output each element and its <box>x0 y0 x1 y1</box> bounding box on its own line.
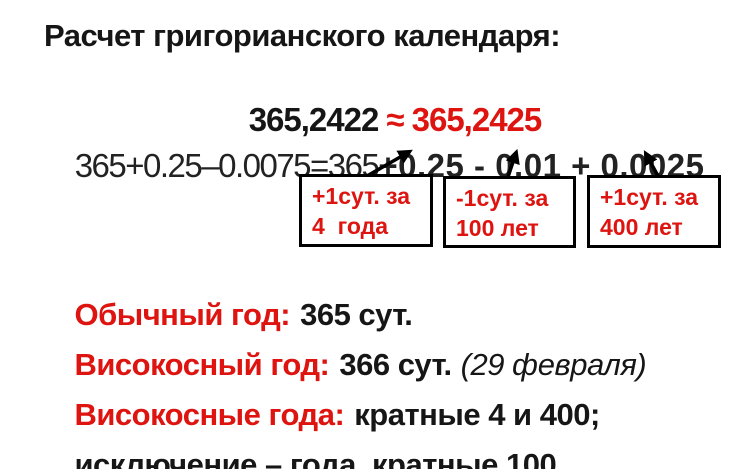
fact-leap-year: Високосный год: 366 сут. (29 февраля) <box>42 311 646 419</box>
fact-label: Високосный год: <box>74 347 330 382</box>
fact-leap-years-rule: Високосные года: кратные 4 и 400; <box>42 361 600 469</box>
callout-line: 400 лет <box>600 214 683 240</box>
fact-label: Обычный год: <box>74 297 291 332</box>
callout-line: +1сут. за <box>312 183 411 209</box>
callout-line: +1сут. за <box>600 184 699 210</box>
fact-value: 365 сут. <box>300 297 413 332</box>
callout-box-minus1-per-100-years: -1сут. за 100 лет <box>443 176 576 248</box>
fact-label: Високосные года: <box>74 397 345 432</box>
callout-line: -1сут. за <box>456 185 549 211</box>
fact-value: исключение – года, кратные 100. <box>74 447 565 469</box>
callout-box-plus1-per-4-years: +1сут. за 4 года <box>299 174 433 247</box>
fact-value: 366 сут. <box>339 347 452 382</box>
callout-line: 4 года <box>312 213 388 239</box>
callout-box-plus1-per-400-years: +1сут. за 400 лет <box>587 175 721 248</box>
callout-line: 100 лет <box>456 215 539 241</box>
approx-line: 365,2422 ≈ 365,2425 <box>216 63 543 177</box>
fact-value: кратные 4 и 400; <box>354 397 600 432</box>
fact-note: (29 февраля) <box>460 347 647 382</box>
approx-value-red: ≈ 365,2425 <box>386 101 542 138</box>
fact-exception-rule: исключение – года, кратные 100. <box>42 411 564 469</box>
approx-value-black: 365,2422 <box>248 101 380 138</box>
fact-ordinary-year: Обычный год: 365 сут. <box>42 261 412 369</box>
slide-title: Расчет григорианского календаря: <box>44 18 561 53</box>
